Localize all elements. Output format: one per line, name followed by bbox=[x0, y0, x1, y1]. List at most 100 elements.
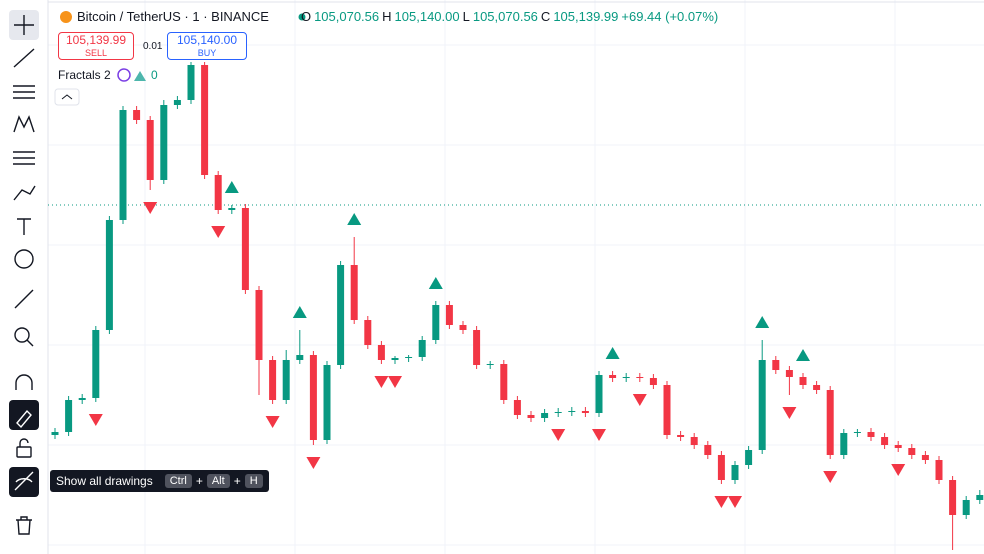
buy-button[interactable]: 105,140.00 BUY bbox=[167, 32, 247, 60]
candle-body bbox=[799, 377, 807, 385]
ohlc-value: 105,070.56 bbox=[472, 9, 538, 24]
collapse-button[interactable] bbox=[54, 88, 80, 106]
candle-body bbox=[785, 370, 793, 377]
candle-body bbox=[840, 433, 848, 455]
spread: 0.01 bbox=[143, 41, 163, 52]
ohlc-value: 105,139.99 bbox=[553, 9, 619, 24]
tooltip: Show all drawings Ctrl + Alt + H bbox=[50, 470, 269, 492]
candle-body bbox=[758, 360, 766, 450]
candle-body bbox=[337, 265, 345, 365]
candle-body bbox=[228, 208, 236, 210]
candle-body bbox=[962, 500, 970, 515]
candle-body bbox=[323, 365, 331, 440]
candle-body bbox=[622, 377, 630, 378]
candle-body bbox=[595, 375, 603, 413]
fractal-up bbox=[292, 306, 307, 318]
indicator-icon bbox=[117, 68, 131, 82]
fractal-down bbox=[632, 394, 647, 406]
ohlc-label: O bbox=[300, 9, 312, 24]
sell-button[interactable]: 105,139.99 SELL bbox=[58, 32, 134, 60]
candle-body bbox=[976, 495, 984, 500]
candle-body bbox=[541, 413, 549, 418]
candle-body bbox=[949, 480, 957, 515]
fractal-up bbox=[796, 349, 810, 361]
candle-body bbox=[432, 305, 440, 340]
buy-label: BUY bbox=[197, 48, 217, 58]
candle-body bbox=[636, 377, 644, 378]
candle-body bbox=[935, 460, 943, 480]
key: H bbox=[244, 474, 263, 488]
change: +69.44 (+0.07%) bbox=[621, 9, 719, 24]
candle-body bbox=[568, 411, 576, 412]
fractal-up bbox=[347, 213, 362, 225]
candle-body bbox=[350, 265, 358, 320]
candle-body bbox=[473, 330, 481, 365]
candle-body bbox=[772, 360, 780, 370]
fractal-down bbox=[211, 226, 226, 238]
fractal-down bbox=[88, 414, 103, 426]
candle-body bbox=[609, 375, 617, 378]
candle-body bbox=[554, 412, 562, 413]
candle-body bbox=[282, 360, 290, 400]
fractal-up bbox=[428, 277, 443, 289]
fractal-down bbox=[782, 407, 797, 419]
candle-body bbox=[853, 432, 861, 433]
indicator-name: Fractals 2 bbox=[58, 68, 111, 82]
fractal-down bbox=[143, 202, 158, 214]
candle-body bbox=[309, 355, 317, 440]
candle-body bbox=[51, 432, 59, 435]
key-sep: + bbox=[233, 474, 241, 488]
candle-body bbox=[500, 364, 508, 400]
candle-body bbox=[921, 455, 929, 460]
toolbar-icons bbox=[9, 10, 39, 535]
candle-body bbox=[717, 455, 725, 480]
candle-body bbox=[908, 448, 916, 455]
fractal-down bbox=[265, 416, 280, 428]
candle-body bbox=[704, 445, 712, 455]
indicator-value: 0 bbox=[151, 68, 158, 82]
ohlc-value: 105,140.00 bbox=[394, 9, 460, 24]
candle-body bbox=[269, 360, 277, 400]
candle-body bbox=[92, 330, 100, 398]
symbol-logo bbox=[60, 11, 72, 23]
candle-body bbox=[690, 437, 698, 445]
candle-body bbox=[527, 415, 535, 418]
candle-body bbox=[214, 175, 222, 210]
indicator-icon bbox=[134, 71, 146, 81]
candle-body bbox=[486, 364, 494, 365]
candle-body bbox=[133, 110, 141, 120]
market-status bbox=[298, 13, 306, 21]
candle-body bbox=[65, 400, 73, 432]
sell-price: 105,139.99 bbox=[65, 33, 127, 47]
key-sep: + bbox=[195, 474, 203, 488]
candle-body bbox=[418, 340, 426, 357]
candle-body bbox=[677, 435, 685, 437]
sell-label: SELL bbox=[84, 48, 108, 58]
candle-body bbox=[160, 105, 168, 180]
candle-body bbox=[813, 385, 821, 390]
key: Ctrl bbox=[164, 474, 192, 488]
fractal-down bbox=[714, 496, 729, 508]
buy-price: 105,140.00 bbox=[176, 33, 238, 47]
candle-body bbox=[745, 450, 753, 465]
candle-body bbox=[241, 208, 249, 290]
fractal-down bbox=[306, 457, 321, 469]
candle-body bbox=[649, 378, 657, 385]
fractal-down bbox=[551, 429, 566, 441]
fractal-down bbox=[823, 471, 838, 483]
fractal-up bbox=[224, 181, 239, 193]
tooltip-text: Show all drawings bbox=[56, 474, 153, 488]
ohlc-label: H bbox=[382, 9, 392, 24]
candle-body bbox=[663, 385, 671, 435]
candle-body bbox=[296, 355, 304, 360]
candle-body bbox=[881, 437, 889, 445]
fractal-down bbox=[728, 496, 742, 508]
symbol-header: Bitcoin / TetherUS · 1 · BINANCE O 105,07… bbox=[60, 9, 718, 24]
candle-body bbox=[445, 305, 453, 325]
candle-body bbox=[731, 465, 739, 480]
key: Alt bbox=[206, 474, 230, 488]
candle-body bbox=[173, 100, 181, 105]
fractal-down bbox=[891, 464, 906, 476]
fractal-down bbox=[592, 429, 606, 441]
